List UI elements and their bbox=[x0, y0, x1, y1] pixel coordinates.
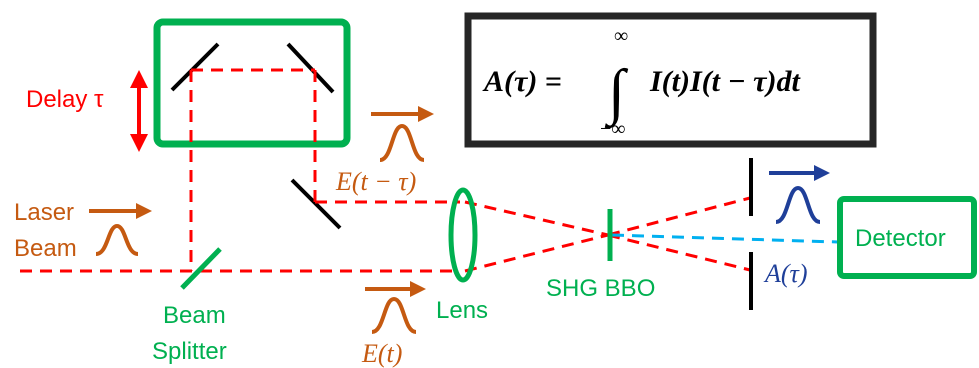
delay-stage-box bbox=[153, 18, 351, 148]
laser-pulse-icon bbox=[95, 223, 139, 256]
laser-label-line1: Laser bbox=[14, 199, 74, 226]
detector-label: Detector bbox=[855, 225, 946, 252]
signal-pulse-icon bbox=[775, 185, 821, 224]
lens-label: Lens bbox=[436, 297, 488, 324]
beam-splitter-label-line2: Splitter bbox=[152, 338, 227, 365]
delay-mirror-right bbox=[286, 42, 335, 94]
beam-splitter bbox=[180, 247, 222, 290]
fixed-mirror bbox=[290, 178, 342, 230]
laser-beam-paths bbox=[20, 68, 751, 273]
signal-arrow-icon bbox=[769, 165, 830, 181]
formula-upper-limit: ∞ bbox=[614, 25, 628, 47]
detector-box bbox=[837, 196, 977, 279]
field-label: E(t) bbox=[361, 339, 402, 368]
formula-integral-sign: ∫ bbox=[604, 58, 629, 129]
detector-beam bbox=[611, 233, 839, 244]
delayed-pulse-icon bbox=[379, 123, 425, 162]
direct-pulse-icon bbox=[371, 296, 417, 334]
formula-lhs: A(τ) = bbox=[482, 65, 562, 98]
formula-lower-limit: −∞ bbox=[600, 118, 626, 140]
laser-arrow-icon bbox=[89, 203, 152, 219]
delay-label: Delay τ bbox=[26, 86, 104, 113]
lens bbox=[448, 187, 478, 283]
beam-splitter-label-line1: Beam bbox=[163, 302, 226, 329]
delayed-field-label: E(t − τ) bbox=[335, 167, 416, 196]
delay-mirror-left bbox=[170, 42, 220, 92]
formula-integrand: I(t)I(t − τ)dt bbox=[649, 65, 801, 98]
direct-pulse-arrow-icon bbox=[365, 281, 426, 297]
autocorrelation-label: A(τ) bbox=[763, 259, 808, 288]
shg-bbo-label: SHG BBO bbox=[546, 275, 655, 302]
delay-arrow-icon bbox=[130, 70, 148, 152]
laser-label-line2: Beam bbox=[14, 235, 77, 262]
formula-box bbox=[464, 12, 877, 148]
delayed-pulse-arrow-icon bbox=[371, 106, 434, 122]
